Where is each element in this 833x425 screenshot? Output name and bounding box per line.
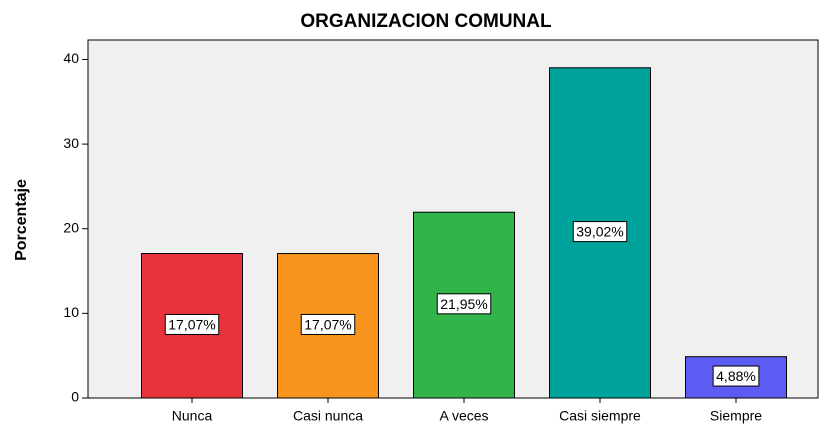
y-axis-label: Porcentaje — [13, 179, 30, 261]
x-tick-label: A veces — [439, 408, 488, 424]
x-tick-label: Casi siempre — [559, 408, 641, 424]
value-label: 39,02% — [576, 224, 623, 240]
value-label: 17,07% — [168, 316, 215, 332]
chart-title: ORGANIZACION COMUNAL — [300, 11, 552, 32]
value-label: 21,95% — [440, 296, 487, 312]
value-label: 17,07% — [304, 316, 351, 332]
value-label-box — [712, 365, 760, 387]
y-tick-label: 10 — [63, 304, 79, 320]
y-tick-label: 20 — [63, 219, 79, 235]
y-tick-label: 30 — [63, 135, 79, 151]
y-tick-label: 40 — [63, 50, 79, 66]
value-label-box — [572, 221, 628, 243]
x-tick-label: Nunca — [172, 408, 213, 424]
x-tick-label: Siempre — [710, 408, 762, 424]
value-label-box — [436, 293, 492, 315]
value-label-box — [164, 313, 220, 335]
y-tick-label: 0 — [71, 389, 79, 405]
value-label-box — [300, 313, 356, 335]
value-label: 4,88% — [716, 368, 756, 384]
x-tick-label: Casi nunca — [293, 408, 363, 424]
